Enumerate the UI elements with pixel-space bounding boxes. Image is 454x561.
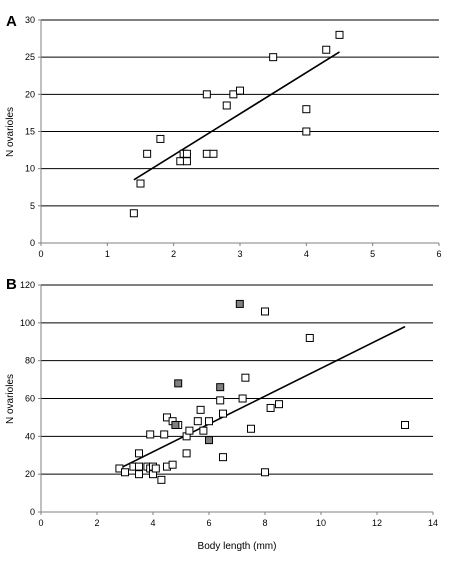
panel-b-open-point <box>219 409 227 418</box>
panel-b-x-tick-label: 2 <box>94 518 99 528</box>
panel-a-letter: A <box>6 13 17 30</box>
panel-a-x-tick-label: 6 <box>436 249 441 259</box>
panel-a-x-tick-label: 1 <box>105 249 110 259</box>
panel-a-open-point <box>182 157 191 166</box>
panel-b-x-tick-label: 12 <box>372 518 382 528</box>
panel-a-open-point <box>136 179 145 188</box>
panel-b-open-point <box>261 468 269 477</box>
panel-b-open-point <box>238 394 247 403</box>
panel-a-open-point <box>236 86 244 95</box>
panel-a-x-tick-label: 0 <box>38 249 43 259</box>
panel-b-open-point <box>205 417 213 426</box>
panel-a-x-tick-label: 4 <box>304 249 309 259</box>
panel-b-y-axis-title: N ovarioles <box>5 374 16 424</box>
panel-b-filled-point <box>216 383 225 392</box>
panel-a-open-point <box>269 53 278 62</box>
panel-b-x-tick-label: 8 <box>262 518 267 528</box>
panel-a-x-tick-label: 5 <box>370 249 375 259</box>
panel-b-open-point <box>151 464 160 473</box>
panel-a-open-point <box>322 45 331 54</box>
panel-b-x-tick-label: 0 <box>38 518 43 528</box>
panel-b-open-point <box>241 373 250 382</box>
panel-b-open-point <box>275 400 283 409</box>
panel-b-x-tick-label: 6 <box>206 518 211 528</box>
panel-b-open-point <box>196 405 205 414</box>
panel-a-open-point <box>302 127 311 136</box>
panel-b-filled-point <box>171 420 180 429</box>
panel-b-y-tick-label: 100 <box>20 318 35 328</box>
panel-b-filled-point <box>205 436 213 445</box>
panel-b-filled-point <box>174 379 183 388</box>
panel-b-open-point <box>401 420 409 429</box>
panel-b-open-point <box>146 430 155 439</box>
panel-a-open-point <box>229 90 238 99</box>
panel-b-open-point <box>266 403 275 412</box>
panel-b-y-tick-label: 60 <box>25 394 35 404</box>
panel-b-open-point <box>185 426 194 435</box>
panel-a-x-tick-label: 3 <box>237 249 242 259</box>
panel-a-x-tick-label: 2 <box>171 249 176 259</box>
panel-a-open-point <box>335 30 344 39</box>
panel-b-x-axis-title: Body length (mm) <box>198 541 277 552</box>
panel-a-y-tick-label: 20 <box>25 89 35 99</box>
panel-b-open-point <box>216 396 225 405</box>
panel-b-open-point <box>135 462 143 471</box>
panel-a-open-point <box>222 101 231 110</box>
panel-a-y-tick-label: 30 <box>25 15 35 25</box>
panel-a-open-point <box>302 105 311 114</box>
panel-b-open-point <box>247 424 255 433</box>
panel-b-x-tick-label: 4 <box>150 518 155 528</box>
panel-a-open-point <box>156 134 165 143</box>
panel-b-open-point <box>261 307 269 316</box>
panel-b-open-point <box>121 468 129 477</box>
panel-b-x-tick-label: 10 <box>316 518 326 528</box>
panel-b-letter: B <box>6 276 17 293</box>
panel-a-trendline <box>133 51 340 181</box>
panel-a-y-tick-label: 25 <box>25 52 35 62</box>
panel-a-open-point <box>209 149 218 158</box>
panel-b-y-tick-label: 20 <box>25 469 35 479</box>
panel-b-open-point <box>219 453 227 462</box>
panel-b-trendline <box>119 325 406 470</box>
panel-a-open-point <box>129 209 138 218</box>
panel-b-open-point <box>305 333 314 342</box>
panel-b-filled-point <box>235 299 244 308</box>
panel-a-open-point <box>143 149 152 158</box>
panel-b-y-tick-label: 80 <box>25 356 35 366</box>
panel-a-open-point <box>202 149 211 158</box>
panel-b-open-point <box>160 430 169 439</box>
panel-a-y-tick-label: 10 <box>25 164 35 174</box>
panel-b-open-point <box>182 449 191 458</box>
panel-a-open-point <box>182 149 191 158</box>
panel-a-y-tick-label: 15 <box>25 127 35 137</box>
panel-b-open-point <box>157 475 166 484</box>
panel-b: B N ovarioles Body length (mm) 020406080… <box>5 276 438 552</box>
panel-b-open-point <box>135 449 143 458</box>
panel-b-x-tick-label: 14 <box>428 518 438 528</box>
panel-a: A N ovarioles 0 5 10 15 20 25 30 0 1 2 3 4 5 6 <box>5 13 442 259</box>
panel-b-open-point <box>135 470 143 479</box>
panel-a-open-point <box>202 90 211 99</box>
panel-b-y-tick-label: 120 <box>20 280 35 290</box>
panel-b-open-point <box>168 460 177 469</box>
panel-b-open-point <box>199 426 208 435</box>
panel-b-y-tick-label: 40 <box>25 431 35 441</box>
panel-a-y-axis-title: N ovarioles <box>5 107 16 157</box>
panel-a-y-tick-label: 0 <box>30 238 35 248</box>
panel-b-open-point <box>193 417 202 426</box>
panel-a-open-point <box>176 157 185 166</box>
panel-b-y-tick-label: 0 <box>30 507 35 517</box>
panel-a-y-tick-label: 5 <box>30 201 35 211</box>
